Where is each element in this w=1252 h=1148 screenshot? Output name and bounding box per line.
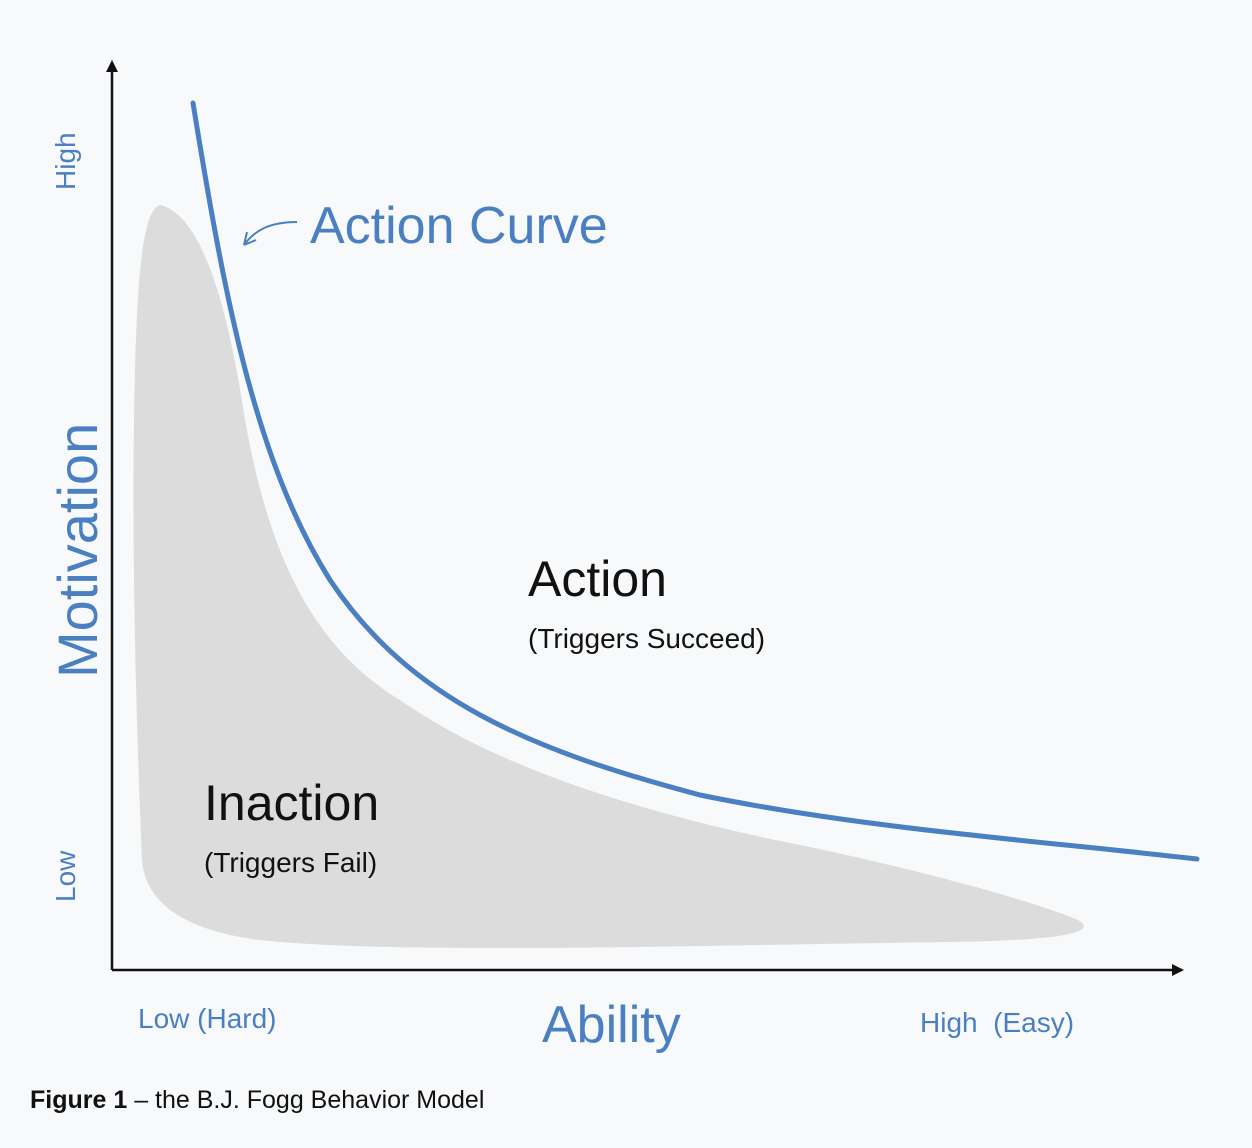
y-axis-high-label: High <box>50 132 81 190</box>
curve-pointer-arrowhead <box>243 231 257 246</box>
action-region-title: Action <box>528 551 667 607</box>
inaction-region <box>133 205 1084 949</box>
action-curve <box>190 100 1200 862</box>
figure-caption: Figure 1 – the B.J. Fogg Behavior Model <box>30 1086 484 1115</box>
figure-caption-text: – the B.J. Fogg Behavior Model <box>127 1086 485 1114</box>
action-region-subtitle: (Triggers Succeed) <box>528 623 765 654</box>
y-axis-title: Motivation <box>46 423 109 678</box>
x-axis-low-label: Low (Hard) <box>138 1003 276 1034</box>
action-curve-label: Action Curve <box>310 197 608 255</box>
inaction-region-title: Inaction <box>204 775 379 831</box>
inaction-region-subtitle: (Triggers Fail) <box>204 847 377 878</box>
figure-caption-prefix: Figure 1 <box>30 1086 128 1114</box>
x-axis-high-label: High (Easy) <box>920 1007 1074 1038</box>
x-axis-title: Ability <box>542 996 681 1054</box>
curve-pointer-arrow <box>243 221 298 246</box>
y-axis-low-label: Low <box>50 850 81 902</box>
